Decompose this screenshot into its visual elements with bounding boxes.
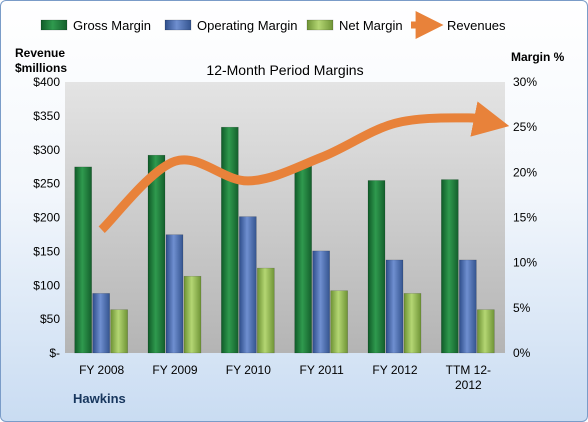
legend-label-revenues: Revenues bbox=[447, 18, 506, 33]
left-tick-label: $100 bbox=[33, 278, 60, 292]
bar-operating-margin-fy-2009 bbox=[165, 234, 184, 354]
right-tick-label: 5% bbox=[513, 301, 531, 315]
bar-net-margin-fy-2011 bbox=[330, 290, 348, 354]
left-tick-label: $150 bbox=[33, 244, 60, 258]
legend-label-net-margin: Net Margin bbox=[339, 18, 403, 33]
x-tick-label: TTM 12-2012 bbox=[446, 363, 491, 392]
bar-operating-margin-fy-2011 bbox=[312, 250, 330, 354]
bar-gross-margin-fy-2009 bbox=[147, 154, 166, 354]
bar-net-margin-fy-2010 bbox=[257, 267, 275, 354]
right-tick-label: 0% bbox=[513, 346, 531, 360]
bar-gross-margin-fy-2012 bbox=[367, 180, 386, 354]
bars-layer bbox=[74, 126, 495, 354]
bar-operating-margin-ttm-12-2012 bbox=[459, 259, 477, 354]
left-axis-title-line: $millions bbox=[15, 61, 67, 75]
left-axis-ticks: $- $50 $100 $150 $200 $250 $300 $350 $400 bbox=[33, 75, 60, 360]
left-tick-label: $- bbox=[49, 346, 60, 360]
revenues-line bbox=[98, 101, 510, 233]
bar-gross-margin-ttm-12-2012 bbox=[441, 179, 459, 354]
x-tick-label: FY 2008 bbox=[79, 363, 124, 377]
bar-gross-margin-fy-2011 bbox=[294, 165, 312, 354]
bar-gross-margin-fy-2010 bbox=[221, 126, 239, 354]
bar-net-margin-ttm-12-2012 bbox=[477, 309, 495, 354]
x-tick-label: FY 2010 bbox=[226, 363, 271, 377]
plot-area bbox=[65, 82, 505, 353]
left-tick-label: $400 bbox=[33, 75, 60, 89]
legend: Gross Margin Operating Margin Net Margin Re… bbox=[40, 11, 506, 39]
left-tick-label: $300 bbox=[33, 143, 60, 157]
x-axis-ticks: FY 2008 FY 2009 FY 2010 FY 2011 FY 2012 TTM 1… bbox=[79, 363, 491, 392]
right-tick-label: 25% bbox=[513, 120, 537, 134]
x-tick-label: FY 2009 bbox=[152, 363, 197, 377]
bar-net-margin-fy-2009 bbox=[183, 275, 202, 354]
right-axis-title: Margin % bbox=[511, 50, 565, 64]
company-name: Hawkins bbox=[73, 391, 126, 406]
bar-operating-margin-fy-2012 bbox=[385, 259, 404, 354]
left-tick-label: $50 bbox=[40, 312, 60, 326]
legend-swatch-operating-margin bbox=[164, 19, 192, 31]
bar-net-margin-fy-2012 bbox=[403, 293, 422, 354]
right-tick-label: 20% bbox=[513, 165, 537, 179]
left-tick-label: $200 bbox=[33, 211, 60, 225]
bar-net-margin-fy-2008 bbox=[110, 309, 128, 354]
x-tick-label: FY 2012 bbox=[372, 363, 417, 377]
bar-operating-margin-fy-2010 bbox=[239, 216, 257, 354]
revenue-line-layer bbox=[98, 101, 510, 233]
legend-label-gross-margin: Gross Margin bbox=[73, 18, 151, 33]
chart-title: 12-Month Period Margins bbox=[206, 62, 363, 78]
legend-swatch-gross-margin bbox=[40, 19, 68, 31]
left-axis-title-line: Revenue bbox=[15, 46, 65, 60]
left-tick-label: $350 bbox=[33, 109, 60, 123]
left-axis-title: Revenue $millions bbox=[15, 46, 67, 75]
bar-gross-margin-fy-2008 bbox=[74, 166, 92, 354]
right-tick-label: 15% bbox=[513, 211, 537, 225]
bar-operating-margin-fy-2008 bbox=[92, 293, 110, 354]
right-axis-ticks: 0% 5% 10% 15% 20% 25% 30% bbox=[513, 75, 537, 360]
legend-swatch-net-margin bbox=[306, 19, 334, 31]
x-tick-label: FY 2011 bbox=[300, 363, 345, 377]
legend-label-operating-margin: Operating Margin bbox=[197, 18, 297, 33]
right-tick-label: 10% bbox=[513, 256, 537, 270]
right-tick-label: 30% bbox=[513, 75, 537, 89]
left-tick-label: $250 bbox=[33, 177, 60, 191]
